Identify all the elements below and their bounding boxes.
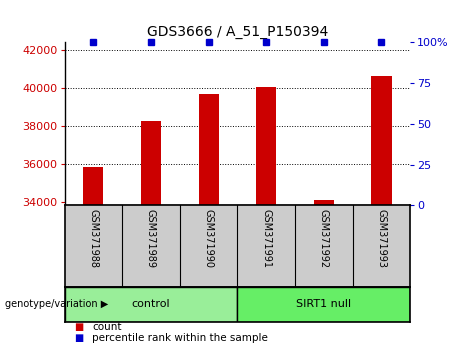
Text: SIRT1 null: SIRT1 null — [296, 299, 351, 309]
Bar — [237, 287, 410, 322]
Text: control: control — [132, 299, 170, 309]
Bar — [199, 93, 219, 205]
Title: GDS3666 / A_51_P150394: GDS3666 / A_51_P150394 — [147, 25, 328, 39]
Text: ■: ■ — [74, 333, 83, 343]
Text: genotype/variation ▶: genotype/variation ▶ — [5, 299, 108, 309]
Bar — [314, 200, 334, 205]
Bar — [256, 87, 276, 205]
Text: GSM371988: GSM371988 — [89, 209, 98, 268]
Text: GSM371993: GSM371993 — [377, 209, 386, 268]
Text: GSM371992: GSM371992 — [319, 209, 329, 269]
Text: ■: ■ — [74, 322, 83, 332]
Text: GSM371989: GSM371989 — [146, 209, 156, 268]
Bar — [83, 166, 103, 205]
Text: percentile rank within the sample: percentile rank within the sample — [92, 333, 268, 343]
Text: count: count — [92, 322, 122, 332]
Bar — [372, 76, 391, 205]
Text: GSM371991: GSM371991 — [261, 209, 271, 268]
Text: GSM371990: GSM371990 — [204, 209, 213, 268]
Bar — [65, 287, 237, 322]
Bar — [141, 121, 161, 205]
